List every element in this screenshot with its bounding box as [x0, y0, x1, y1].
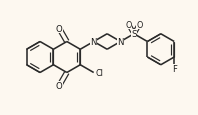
- Text: Cl: Cl: [96, 68, 104, 77]
- Text: S: S: [131, 30, 137, 39]
- Text: N: N: [117, 38, 124, 47]
- Text: F: F: [172, 65, 177, 74]
- Text: O: O: [56, 82, 63, 91]
- Text: O: O: [136, 21, 143, 29]
- Text: N: N: [90, 38, 97, 47]
- Text: O: O: [56, 24, 63, 33]
- Text: O: O: [125, 21, 132, 29]
